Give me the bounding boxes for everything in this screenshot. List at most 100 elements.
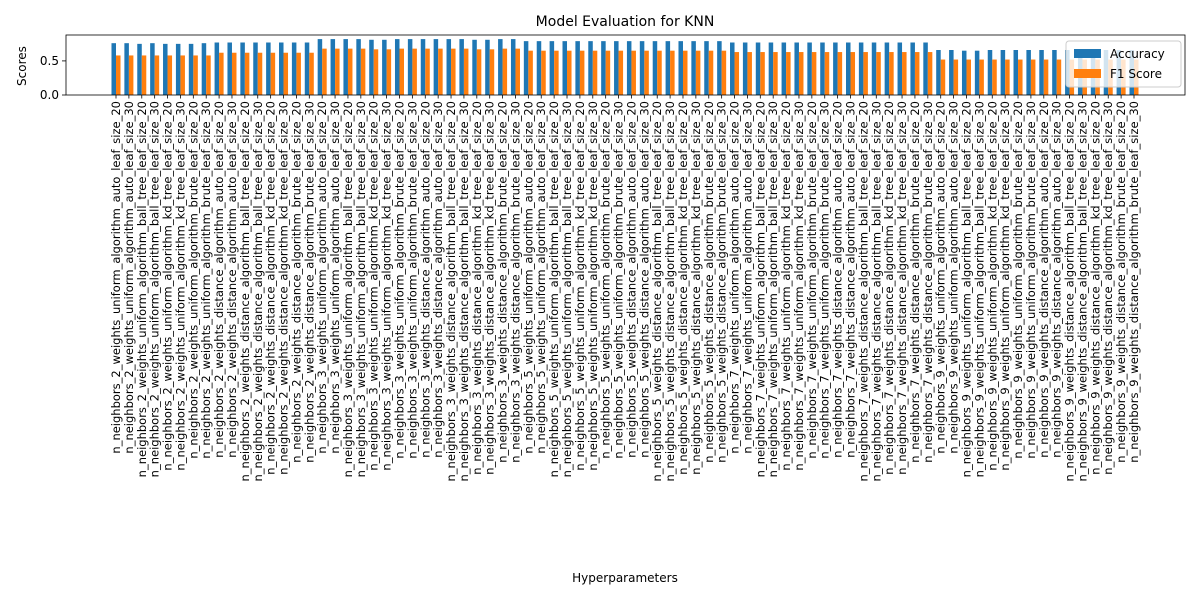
x-tick-label: n_neighbors_2_weights_uniform_algorithm_…	[109, 101, 123, 454]
x-tick-label: n_neighbors_5_weights_uniform_algorithm_…	[612, 101, 626, 459]
bar-f1-score-7	[206, 55, 211, 95]
bar-accuracy-26	[446, 39, 452, 95]
bar-accuracy-49	[742, 42, 748, 95]
bar-f1-score-15	[309, 52, 314, 95]
bar-f1-score-73	[1056, 59, 1062, 95]
bar-f1-score-41	[644, 50, 649, 95]
legend-swatch-accuracy	[1074, 49, 1101, 58]
legend-swatch-f1-score	[1074, 69, 1101, 78]
bar-accuracy-38	[601, 41, 606, 95]
bar-accuracy-67	[974, 50, 980, 95]
y-tick-label: 0.0	[40, 88, 59, 102]
legend-label: F1 Score	[1110, 67, 1162, 81]
bar-accuracy-29	[485, 39, 490, 95]
x-tick-label: n_neighbors_7_weights_distance_algorithm…	[856, 101, 870, 481]
x-tick-label: n_neighbors_7_weights_uniform_algorithm_…	[766, 101, 780, 477]
x-tick-label: n_neighbors_5_weights_uniform_algorithm_…	[586, 101, 600, 471]
bar-accuracy-11	[253, 42, 258, 95]
bar-accuracy-61	[897, 42, 903, 95]
bar-f1-score-69	[1005, 59, 1010, 95]
bar-f1-score-2	[141, 55, 147, 95]
x-tick-label: n_neighbors_9_weights_uniform_algorithm_…	[985, 101, 999, 471]
bar-f1-score-21	[386, 49, 392, 95]
x-tick-label: n_neighbors_3_weights_uniform_algorithm_…	[354, 101, 368, 477]
bar-accuracy-2	[137, 43, 142, 95]
x-tick-label: n_neighbors_5_weights_distance_algorithm…	[624, 101, 638, 458]
bar-f1-score-43	[670, 50, 675, 95]
bar-f1-score-48	[734, 52, 740, 95]
bar-accuracy-16	[317, 39, 323, 95]
bar-accuracy-69	[1000, 50, 1006, 95]
bar-f1-score-37	[592, 50, 598, 95]
bar-accuracy-20	[369, 39, 374, 95]
bar-f1-score-22	[399, 48, 404, 95]
x-tick-label: n_neighbors_2_weights_distance_algorithm…	[264, 101, 278, 475]
bar-accuracy-10	[240, 42, 245, 95]
x-tick-label: n_neighbors_5_weights_uniform_algorithm_…	[534, 101, 548, 454]
bars-layer	[111, 39, 1139, 95]
bar-f1-score-50	[760, 52, 765, 95]
bar-accuracy-12	[266, 42, 271, 95]
x-tick-label: n_neighbors_7_weights_distance_algorithm…	[882, 101, 896, 475]
x-tick-label: n_neighbors_2_weights_distance_algorithm…	[238, 101, 252, 481]
bar-f1-score-70	[1018, 59, 1023, 95]
bar-f1-score-17	[335, 48, 340, 95]
x-tick-label: n_neighbors_5_weights_distance_algorithm…	[689, 101, 703, 475]
bar-f1-score-61	[902, 52, 907, 95]
bar-f1-score-34	[554, 50, 559, 95]
bar-f1-score-51	[773, 52, 778, 95]
bar-accuracy-55	[820, 42, 825, 95]
bar-f1-score-49	[747, 52, 752, 95]
bar-f1-score-29	[489, 49, 495, 95]
x-tick-label: n_neighbors_9_weights_distance_algorithm…	[1114, 101, 1128, 463]
x-tick-label: n_neighbors_9_weights_distance_algorithm…	[1075, 101, 1089, 481]
bar-accuracy-23	[407, 39, 413, 95]
x-tick-label: n_neighbors_2_weights_distance_algorithm…	[289, 101, 303, 463]
x-tick-label: n_neighbors_5_weights_distance_algorithm…	[702, 101, 716, 463]
bar-f1-score-62	[914, 52, 920, 95]
x-tick-label: n_neighbors_3_weights_uniform_algorithm_…	[341, 101, 355, 477]
x-tick-labels: n_neighbors_2_weights_uniform_algorithm_…	[109, 101, 1141, 481]
x-tick-label: n_neighbors_7_weights_distance_algorithm…	[921, 101, 935, 463]
bar-f1-score-66	[966, 59, 971, 95]
x-tick-label: n_neighbors_2_weights_distance_algorithm…	[225, 101, 239, 458]
bar-f1-score-56	[837, 52, 843, 95]
bar-accuracy-72	[1039, 50, 1044, 95]
bar-f1-score-12	[270, 52, 276, 95]
bar-accuracy-71	[1026, 50, 1031, 95]
x-tick-label: n_neighbors_3_weights_distance_algorithm…	[508, 101, 522, 463]
y-axis-label: Scores	[15, 46, 29, 86]
x-tick-label: n_neighbors_9_weights_distance_algorithm…	[1127, 101, 1141, 463]
x-tick-label: n_neighbors_7_weights_uniform_algorithm_…	[818, 101, 832, 459]
x-tick-label: n_neighbors_9_weights_uniform_algorithm_…	[959, 101, 973, 477]
bar-f1-score-65	[953, 59, 959, 95]
x-tick-label: n_neighbors_3_weights_uniform_algorithm_…	[392, 101, 406, 459]
x-tick-label: n_neighbors_5_weights_uniform_algorithm_…	[599, 101, 613, 459]
bar-f1-score-52	[786, 52, 791, 95]
bar-f1-score-44	[682, 50, 688, 95]
bar-accuracy-6	[188, 43, 194, 95]
x-tick-label: n_neighbors_5_weights_distance_algorithm…	[637, 101, 651, 458]
bar-f1-score-38	[605, 50, 611, 95]
bar-f1-score-53	[798, 52, 804, 95]
x-tick-label: n_neighbors_2_weights_uniform_algorithm_…	[173, 101, 187, 471]
bar-accuracy-5	[175, 43, 181, 95]
x-tick-label: n_neighbors_5_weights_distance_algorithm…	[663, 101, 677, 481]
bar-accuracy-48	[730, 42, 735, 95]
bar-accuracy-62	[910, 42, 915, 95]
bar-f1-score-36	[579, 50, 585, 95]
bar-accuracy-50	[755, 42, 761, 95]
bar-f1-score-26	[451, 48, 456, 95]
x-tick-label: n_neighbors_7_weights_distance_algorithm…	[831, 101, 845, 458]
bar-accuracy-30	[498, 39, 503, 95]
bar-accuracy-4	[163, 43, 168, 95]
x-tick-label: n_neighbors_5_weights_distance_algorithm…	[650, 101, 664, 481]
x-tick-label: n_neighbors_3_weights_distance_algorithm…	[418, 101, 432, 458]
x-tick-label: n_neighbors_9_weights_distance_algorithm…	[1088, 101, 1102, 475]
x-tick-label: n_neighbors_2_weights_uniform_algorithm_…	[199, 101, 213, 459]
bar-accuracy-59	[871, 42, 877, 95]
x-tick-label: n_neighbors_7_weights_uniform_algorithm_…	[753, 101, 767, 477]
x-tick-label: n_neighbors_9_weights_uniform_algorithm_…	[947, 101, 961, 454]
bar-f1-score-27	[463, 48, 469, 95]
